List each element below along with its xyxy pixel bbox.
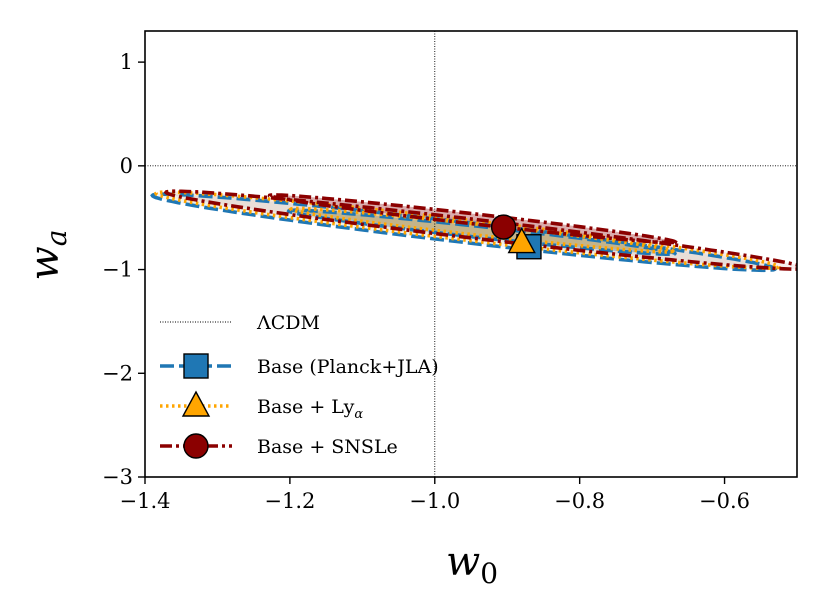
lcdm-reference-lines [145,31,797,477]
contour-lines [150,189,797,273]
contour-1sigma-line-1 [288,206,676,254]
x-tick-label: −1.2 [264,489,315,513]
y-axis-label-subscript: a [40,230,73,247]
best-fit-markers [490,214,542,260]
legend-handle-marker-2 [183,433,209,459]
legend: ΛCDM Base (Planck+JLA) Base + Lyα Base + SN… [160,312,439,459]
y-axis-label: wa [22,230,73,281]
x-tick-label: −0.8 [554,489,605,513]
legend-label-0: Base (Planck+JLA) [257,356,439,378]
best-fit-marker-1 [507,227,536,254]
contour-fills [152,191,797,271]
legend-label-lcdm: ΛCDM [256,312,320,334]
contour-2sigma-line-0 [150,192,778,273]
legend-handle-marker-1 [181,390,211,417]
contour-2sigma-line-2 [163,189,797,271]
x-tick-label: −0.6 [699,489,750,513]
x-tick-label: −1.4 [120,489,171,513]
y-tick-label: 1 [120,50,133,74]
y-tick-label: −2 [102,361,133,385]
contour-1sigma-fill-0 [288,210,675,255]
x-axis-label-subscript: 0 [480,557,498,590]
legend-label-text: Base + Ly [257,396,355,418]
contour-1sigma-line-2 [267,193,678,245]
plot-area [145,31,797,477]
best-fit-marker-2 [490,214,517,240]
y-tick-label: 0 [120,154,133,178]
x-tick-label: −1.0 [409,489,460,513]
legend-label-subscript: α [354,407,363,422]
x-axis-label: w0 [446,539,498,590]
legend-label-1: Base + Lyα [257,396,363,422]
plot-frame [144,30,798,478]
contour-1sigma-fill-1 [291,208,673,252]
legend-label-text: Base (Planck+JLA) [257,356,439,378]
y-tick-label: −3 [102,465,133,489]
contour-1sigma-line-0 [286,208,678,256]
legend-label-2: Base + SNSLe [257,436,398,458]
y-axis-ticks: 1 0 −1 −2 −3 [102,50,145,489]
legend-handle-marker-0 [183,353,209,379]
x-axis-ticks: −1.4 −1.2 −1.0 −0.8 −0.6 [120,477,750,513]
legend-label-text: Base + SNSLe [257,436,398,458]
y-tick-label: −1 [102,258,133,282]
